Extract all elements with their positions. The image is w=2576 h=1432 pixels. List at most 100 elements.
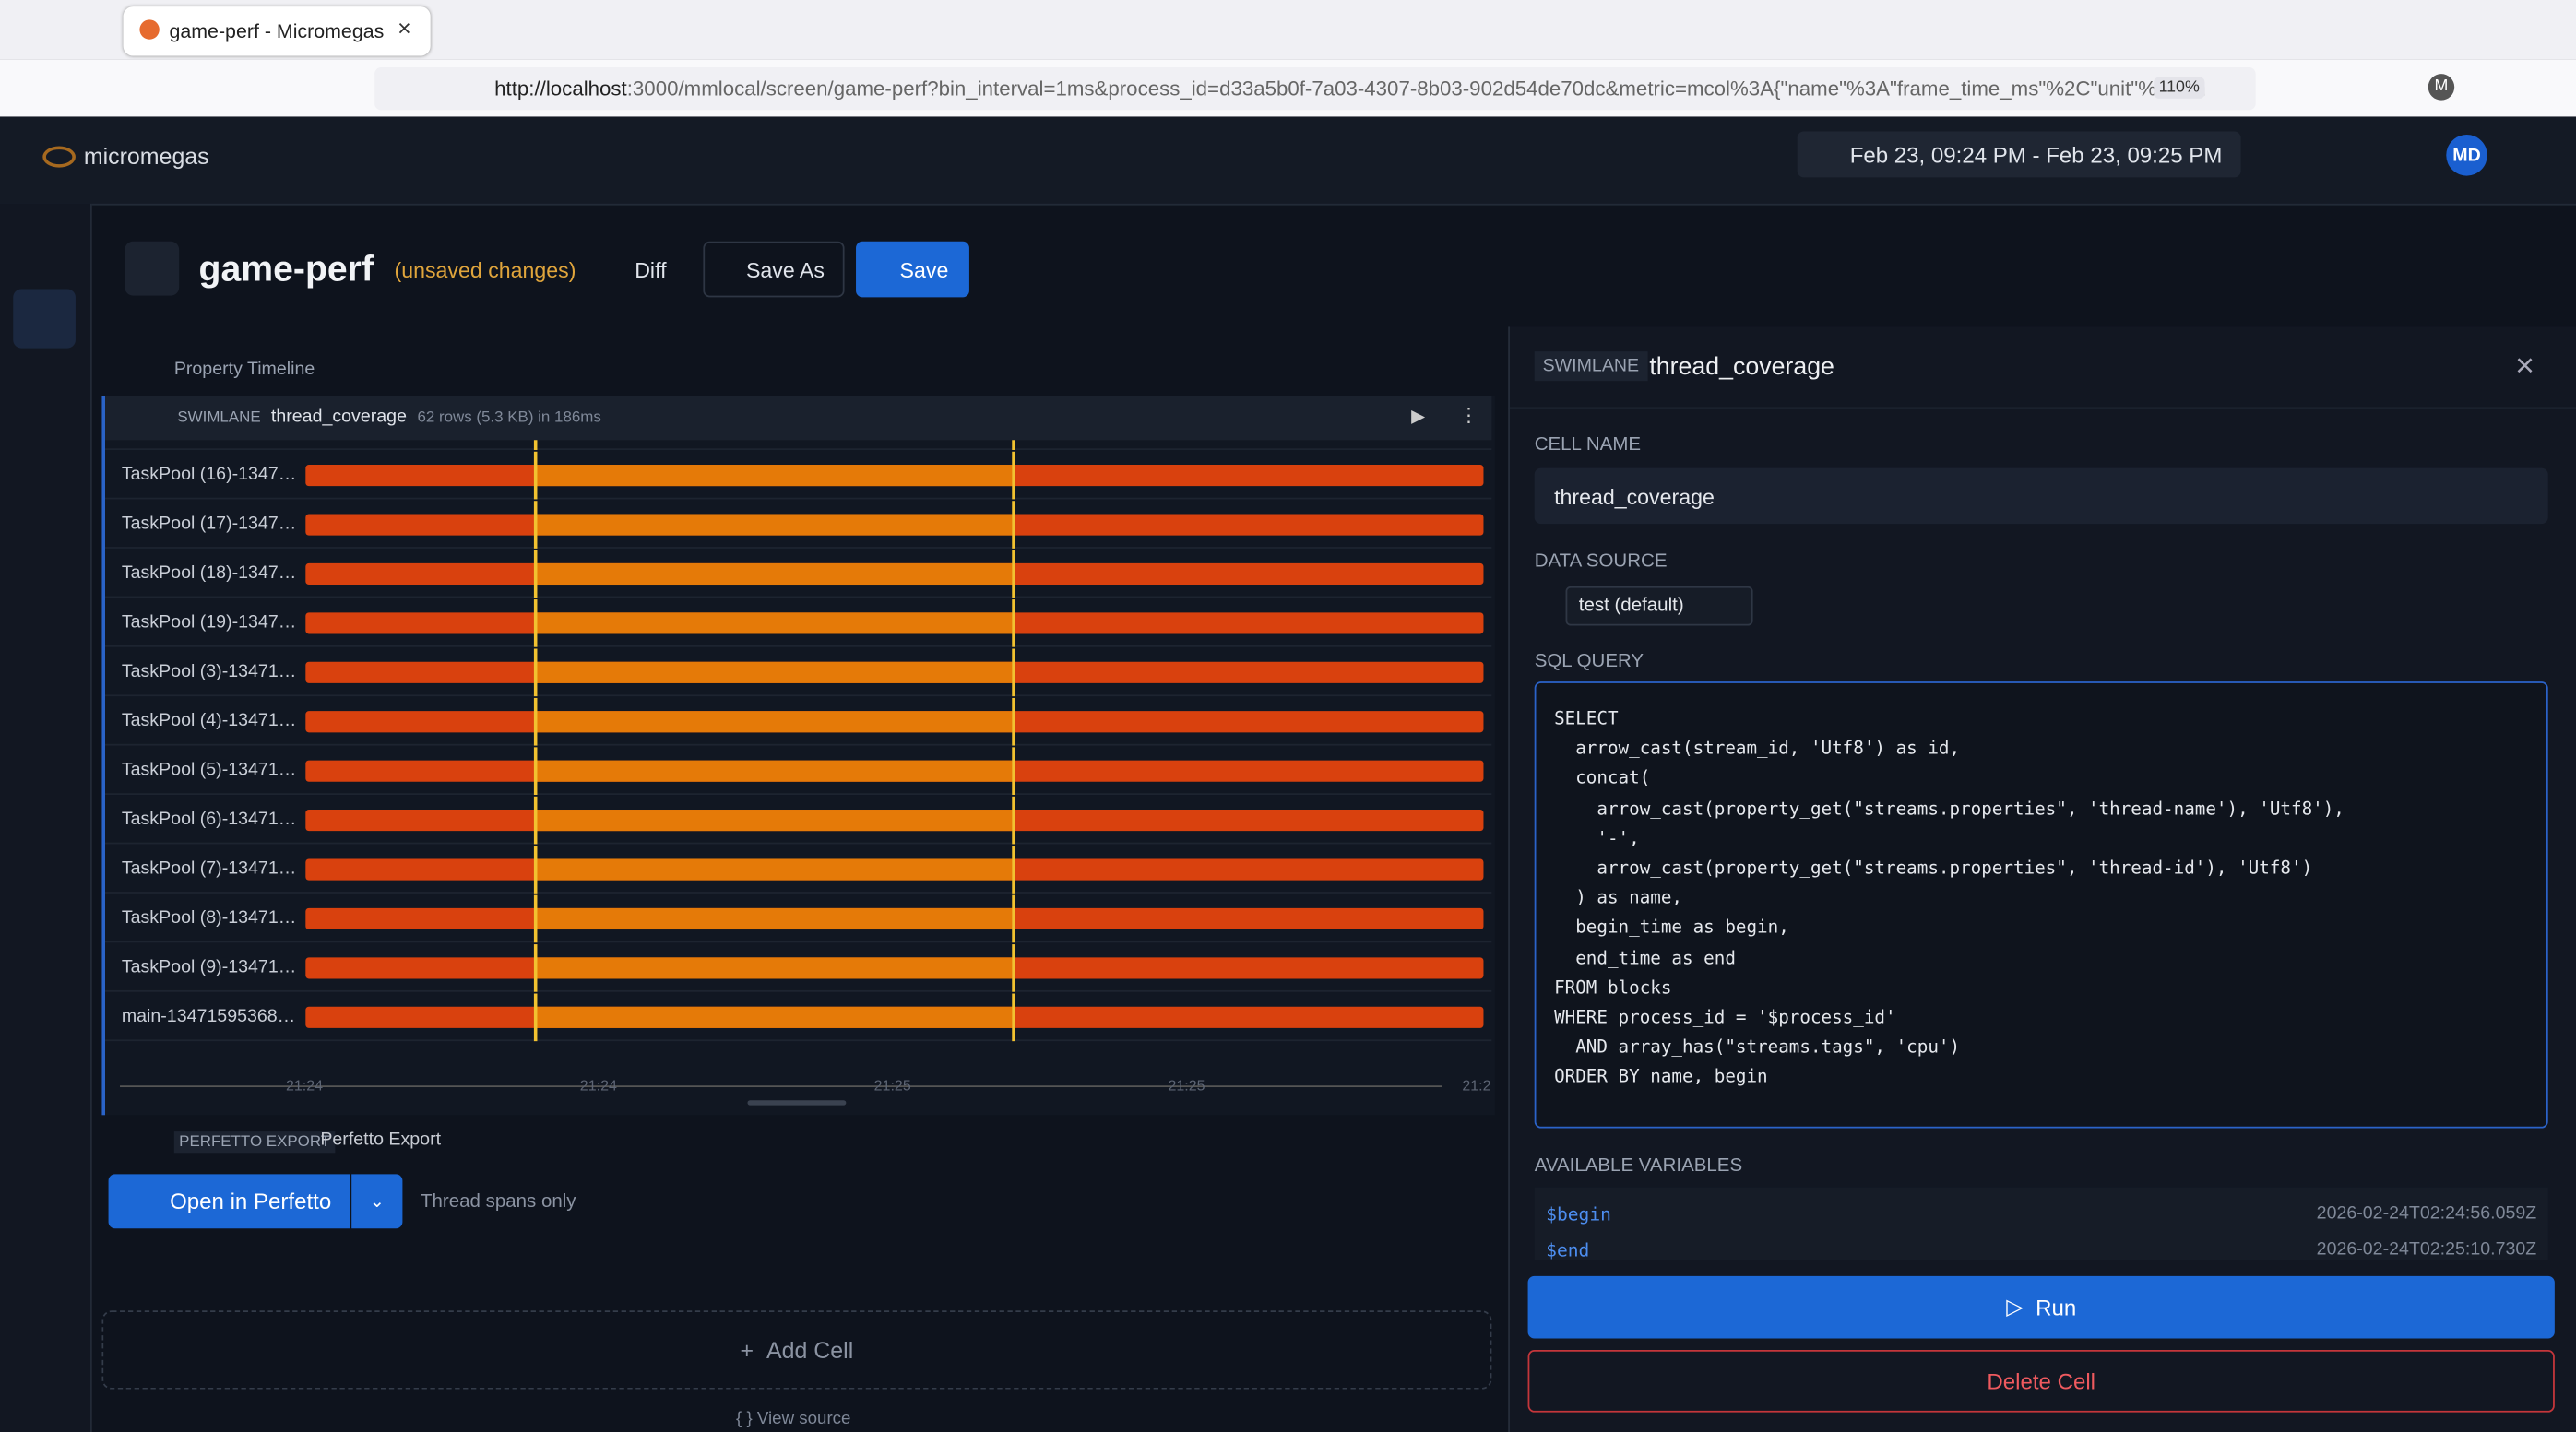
selection-edge (1012, 846, 1015, 894)
cell-name: thread_coverage (271, 408, 407, 427)
panel-close[interactable]: × (2515, 349, 2534, 386)
variable-name: $begin (1546, 1203, 1611, 1225)
favicon (139, 19, 159, 39)
selection-edge (1012, 944, 1015, 992)
selection-edge (534, 648, 537, 696)
save-button[interactable]: Save (856, 242, 969, 298)
sql-line: '-', (1554, 824, 2528, 854)
row-separator (105, 498, 1491, 500)
selection-edge (534, 452, 537, 500)
row-label: TaskPool (19)-1347… (122, 612, 297, 632)
section-label: Property Timeline (174, 360, 315, 379)
sql-line: FROM blocks (1554, 974, 2528, 1003)
add-cell-button[interactable]: + Add Cell (101, 1310, 1491, 1389)
axis-tick-label: 21:25 (1168, 1077, 1205, 1094)
perfetto-dropdown[interactable]: ⌄ (351, 1174, 402, 1228)
tab-close[interactable]: × (398, 15, 411, 41)
variable-name: $end (1546, 1240, 1589, 1260)
selection-edge (534, 846, 537, 894)
span-highlight (536, 563, 1013, 585)
selection-edge (1012, 994, 1015, 1042)
sql-line: AND array_has("streams.tags", 'cpu') (1554, 1034, 2528, 1063)
url-host: http://localhost (494, 77, 627, 101)
avatar[interactable]: MD (2446, 135, 2487, 176)
variable-value: 2026-02-24T02:24:56.059Z (2317, 1203, 2537, 1223)
zoom-level[interactable]: 110% (2154, 77, 2204, 99)
view-source[interactable]: { } View source (736, 1409, 850, 1428)
row-separator (105, 597, 1491, 598)
sql-label: SQL QUERY (1535, 652, 1644, 671)
cell-stats: 62 rows (5.3 KB) in 186ms (417, 408, 600, 427)
selection-edge (1012, 599, 1015, 647)
row-separator (105, 892, 1491, 894)
unsaved-status: (unsaved changes) (395, 258, 576, 283)
cell-name-input[interactable]: thread_coverage (1535, 468, 2548, 525)
span-highlight (536, 662, 1013, 683)
row-label: TaskPool (3)-13471… (122, 662, 297, 681)
brand: micromegas (84, 143, 209, 169)
row-label: TaskPool (4)-13471… (122, 711, 297, 730)
resize-handle[interactable] (747, 1100, 846, 1105)
selection-edge (534, 698, 537, 746)
time-range[interactable]: Feb 23, 09:24 PM - Feb 23, 09:25 PM (1798, 131, 2241, 177)
url: http://localhost:3000/mmlocal/screen/gam… (494, 77, 2206, 101)
selection-edge (1012, 747, 1015, 795)
selection-edge (1012, 648, 1015, 696)
selection-edge (1012, 452, 1015, 500)
panel-tag: SWIMLANE (1535, 351, 1647, 381)
selection-edge (1012, 698, 1015, 746)
selection-edge (534, 994, 537, 1042)
sql-line: arrow_cast(property_get("streams.propert… (1554, 794, 2528, 823)
run-button[interactable]: ▷ Run (1528, 1276, 2555, 1339)
row-separator (105, 448, 1491, 450)
delete-button[interactable]: Delete Cell (1528, 1350, 2555, 1413)
selection-edge (534, 747, 537, 795)
save-as-button[interactable]: Save As (703, 242, 844, 298)
tab-title: game-perf - Micromegas (169, 19, 384, 42)
selection-edge (1012, 895, 1015, 943)
data-source-select[interactable]: test (default) (1566, 586, 1753, 626)
sql-line: end_time as end (1554, 943, 2528, 973)
row-label: main-13471595368… (122, 1007, 295, 1026)
row-label: TaskPool (8)-13471… (122, 908, 297, 928)
sql-editor[interactable]: SELECT arrow_cast(stream_id, 'Utf8') as … (1535, 681, 2548, 1128)
span-highlight (536, 858, 1013, 880)
cell-menu[interactable]: ⋮ (1459, 404, 1478, 427)
sidebar (0, 204, 92, 1432)
cell-tag: SWIMLANE (177, 408, 260, 427)
row-separator (105, 694, 1491, 696)
sql-line: arrow_cast(property_get("streams.propert… (1554, 854, 2528, 883)
add-cell-label: Add Cell (766, 1337, 853, 1363)
span-highlight (536, 711, 1013, 732)
span-highlight (536, 957, 1013, 978)
run-label: Run (2036, 1295, 2076, 1320)
variable-value: 2026-02-24T02:25:10.730Z (2317, 1240, 2537, 1260)
variables-label: AVAILABLE VARIABLES (1535, 1156, 1742, 1176)
url-bar[interactable]: http://localhost:3000/mmlocal/screen/gam… (374, 67, 2256, 110)
selection-edge (1012, 501, 1015, 549)
span-highlight (536, 761, 1013, 782)
logo (42, 147, 76, 168)
tab[interactable]: game-perf - Micromegas × (124, 6, 431, 55)
profile[interactable]: M (2428, 74, 2455, 100)
row-label: TaskPool (7)-13471… (122, 858, 297, 878)
variables-list: $begin 2026-02-24T02:24:56.059Z $end 2026-0… (1535, 1188, 2548, 1260)
open-perfetto-button[interactable]: Open in Perfetto (109, 1174, 350, 1228)
sql-line: begin_time as begin, (1554, 914, 2528, 943)
diff-button[interactable]: Diff (595, 242, 687, 298)
selection-edge (534, 599, 537, 647)
row-label: TaskPool (16)-1347… (122, 465, 297, 484)
sql-line: WHERE process_id = '$process_id' (1554, 1003, 2528, 1033)
row-separator (105, 793, 1491, 795)
row-separator (105, 941, 1491, 943)
axis-tick-label: 21:2 (1462, 1077, 1490, 1094)
notebook-title: game-perf (199, 248, 374, 290)
sidebar-active[interactable] (13, 289, 76, 348)
axis-tick-label: 21:24 (286, 1077, 323, 1094)
run-cell[interactable]: ▶ (1411, 406, 1425, 427)
row-separator (105, 990, 1491, 992)
span-highlight (536, 612, 1013, 633)
